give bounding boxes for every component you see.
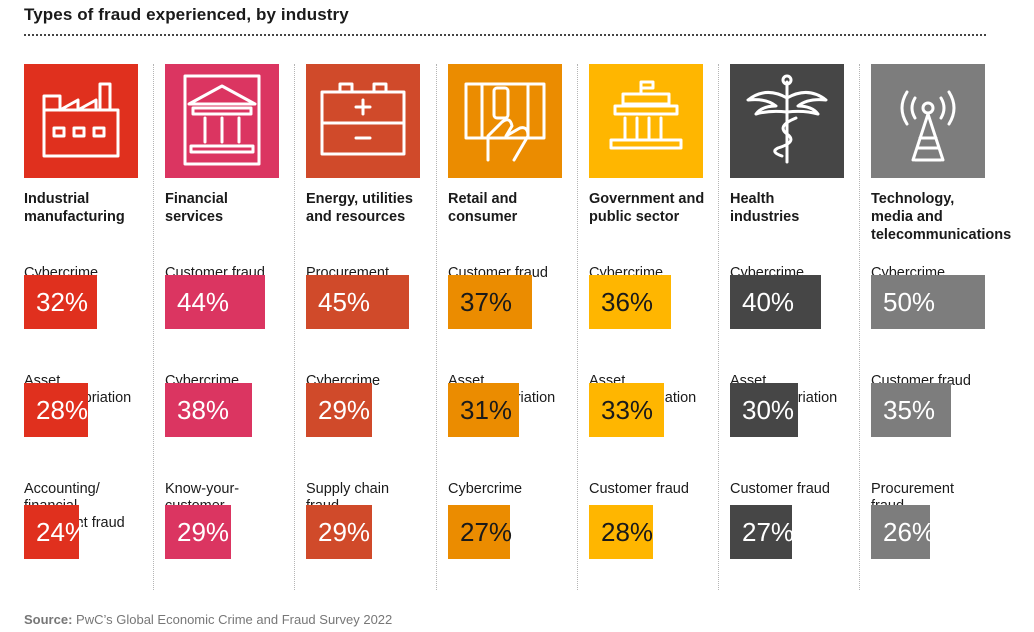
industry-name: Technology, media and telecommunications: [871, 191, 1012, 243]
fraud-bar: [730, 275, 821, 329]
fraud-value-label: 28%: [601, 517, 654, 547]
fraud-value-label: 29%: [318, 395, 371, 425]
industry-column: Industrial manufacturing Cybercrime 32% Ass…: [24, 64, 164, 594]
fraud-bar: [165, 505, 231, 559]
fraud-bar: [871, 275, 985, 329]
fraud-bar: [24, 275, 97, 329]
column-separator: [718, 64, 719, 590]
fraud-bar: [448, 505, 510, 559]
fraud-value-label: 32%: [36, 287, 89, 317]
caduceus-icon: [746, 74, 828, 164]
fraud-value-label: 29%: [318, 517, 371, 547]
fraud-bar: [24, 383, 88, 437]
fraud-value-label: 27%: [460, 517, 513, 547]
industry-name: Energy, utilities and resources: [306, 191, 413, 225]
industry-icon-tile: [24, 64, 138, 178]
fraud-value-label: 24%: [36, 517, 89, 547]
fraud-bar: [306, 505, 372, 559]
factory-icon: [42, 82, 120, 158]
industry-column: Government and public sector Cybercrime 36…: [589, 64, 729, 594]
fraud-type-label: Customer fraud: [730, 481, 830, 497]
industry-column: Technology, media and telecommunications…: [871, 64, 1011, 594]
chart-title: Types of fraud experienced, by industry: [24, 5, 349, 24]
fraud-bar: [448, 275, 532, 329]
fraud-bar: [730, 505, 792, 559]
source-label: Source:: [24, 612, 73, 627]
fraud-bar: [589, 383, 664, 437]
fraud-bar: [589, 505, 653, 559]
fraud-bar: [448, 383, 519, 437]
column-separator: [577, 64, 578, 590]
fraud-bar: [165, 275, 265, 329]
title-divider: [24, 34, 986, 36]
industry-column: Retail and consumer Customer fraud 37% Asse…: [448, 64, 588, 594]
fraud-value-label: 50%: [883, 287, 936, 317]
industry-icon-tile: [589, 64, 703, 178]
industry-column: Financial services Customer fraud 44% Cyber…: [165, 64, 305, 594]
fraud-value-label: 27%: [742, 517, 795, 547]
fraud-value-label: 33%: [601, 395, 654, 425]
fraud-value-label: 35%: [883, 395, 936, 425]
industry-icon-tile: [730, 64, 844, 178]
fraud-value-label: 38%: [177, 395, 230, 425]
industry-icon-tile: [871, 64, 985, 178]
fraud-bar: [871, 505, 930, 559]
column-separator: [153, 64, 154, 590]
fraud-bar: [871, 383, 951, 437]
industry-name: Health industries: [730, 191, 800, 225]
industry-name: Retail and consumer: [448, 191, 518, 225]
industry-name: Government and public sector: [589, 191, 705, 225]
fraud-value-label: 30%: [742, 395, 795, 425]
column-separator: [859, 64, 860, 590]
fraud-bar: [306, 383, 372, 437]
column-separator: [436, 64, 437, 590]
government-building-icon: [609, 80, 683, 150]
fraud-value-label: 31%: [460, 395, 513, 425]
fraud-value-label: 44%: [177, 287, 230, 317]
fraud-bar: [730, 383, 798, 437]
industry-name: Industrial manufacturing: [24, 191, 125, 225]
fraud-bar: [589, 275, 671, 329]
industry-icon-tile: [448, 64, 562, 178]
industry-column: Energy, utilities and resources Procureme…: [306, 64, 446, 594]
fraud-value-label: 40%: [742, 287, 795, 317]
fraud-bar: [306, 275, 409, 329]
fraud-bar: [165, 383, 252, 437]
industry-icon-tile: [165, 64, 279, 178]
bank-icon: [183, 74, 261, 166]
fraud-value-label: 45%: [318, 287, 371, 317]
source-note: Source: PwC’s Global Economic Crime and …: [24, 612, 392, 627]
fraud-value-label: 26%: [883, 517, 936, 547]
fraud-type-label: Cybercrime: [448, 481, 523, 497]
antenna-tower-icon: [900, 90, 956, 162]
fraud-type-label: Customer fraud: [589, 481, 689, 497]
battery-icon: [320, 82, 406, 156]
fraud-bar: [24, 505, 79, 559]
fraud-value-label: 37%: [460, 287, 513, 317]
industry-icon-tile: [306, 64, 420, 178]
column-separator: [294, 64, 295, 590]
fraud-value-label: 28%: [36, 395, 89, 425]
fraud-value-label: 29%: [177, 517, 230, 547]
credit-card-hand-icon: [464, 82, 546, 162]
fraud-value-label: 36%: [601, 287, 654, 317]
source-text: PwC’s Global Economic Crime and Fraud Su…: [76, 612, 393, 627]
industry-name: Financial services: [165, 191, 228, 225]
